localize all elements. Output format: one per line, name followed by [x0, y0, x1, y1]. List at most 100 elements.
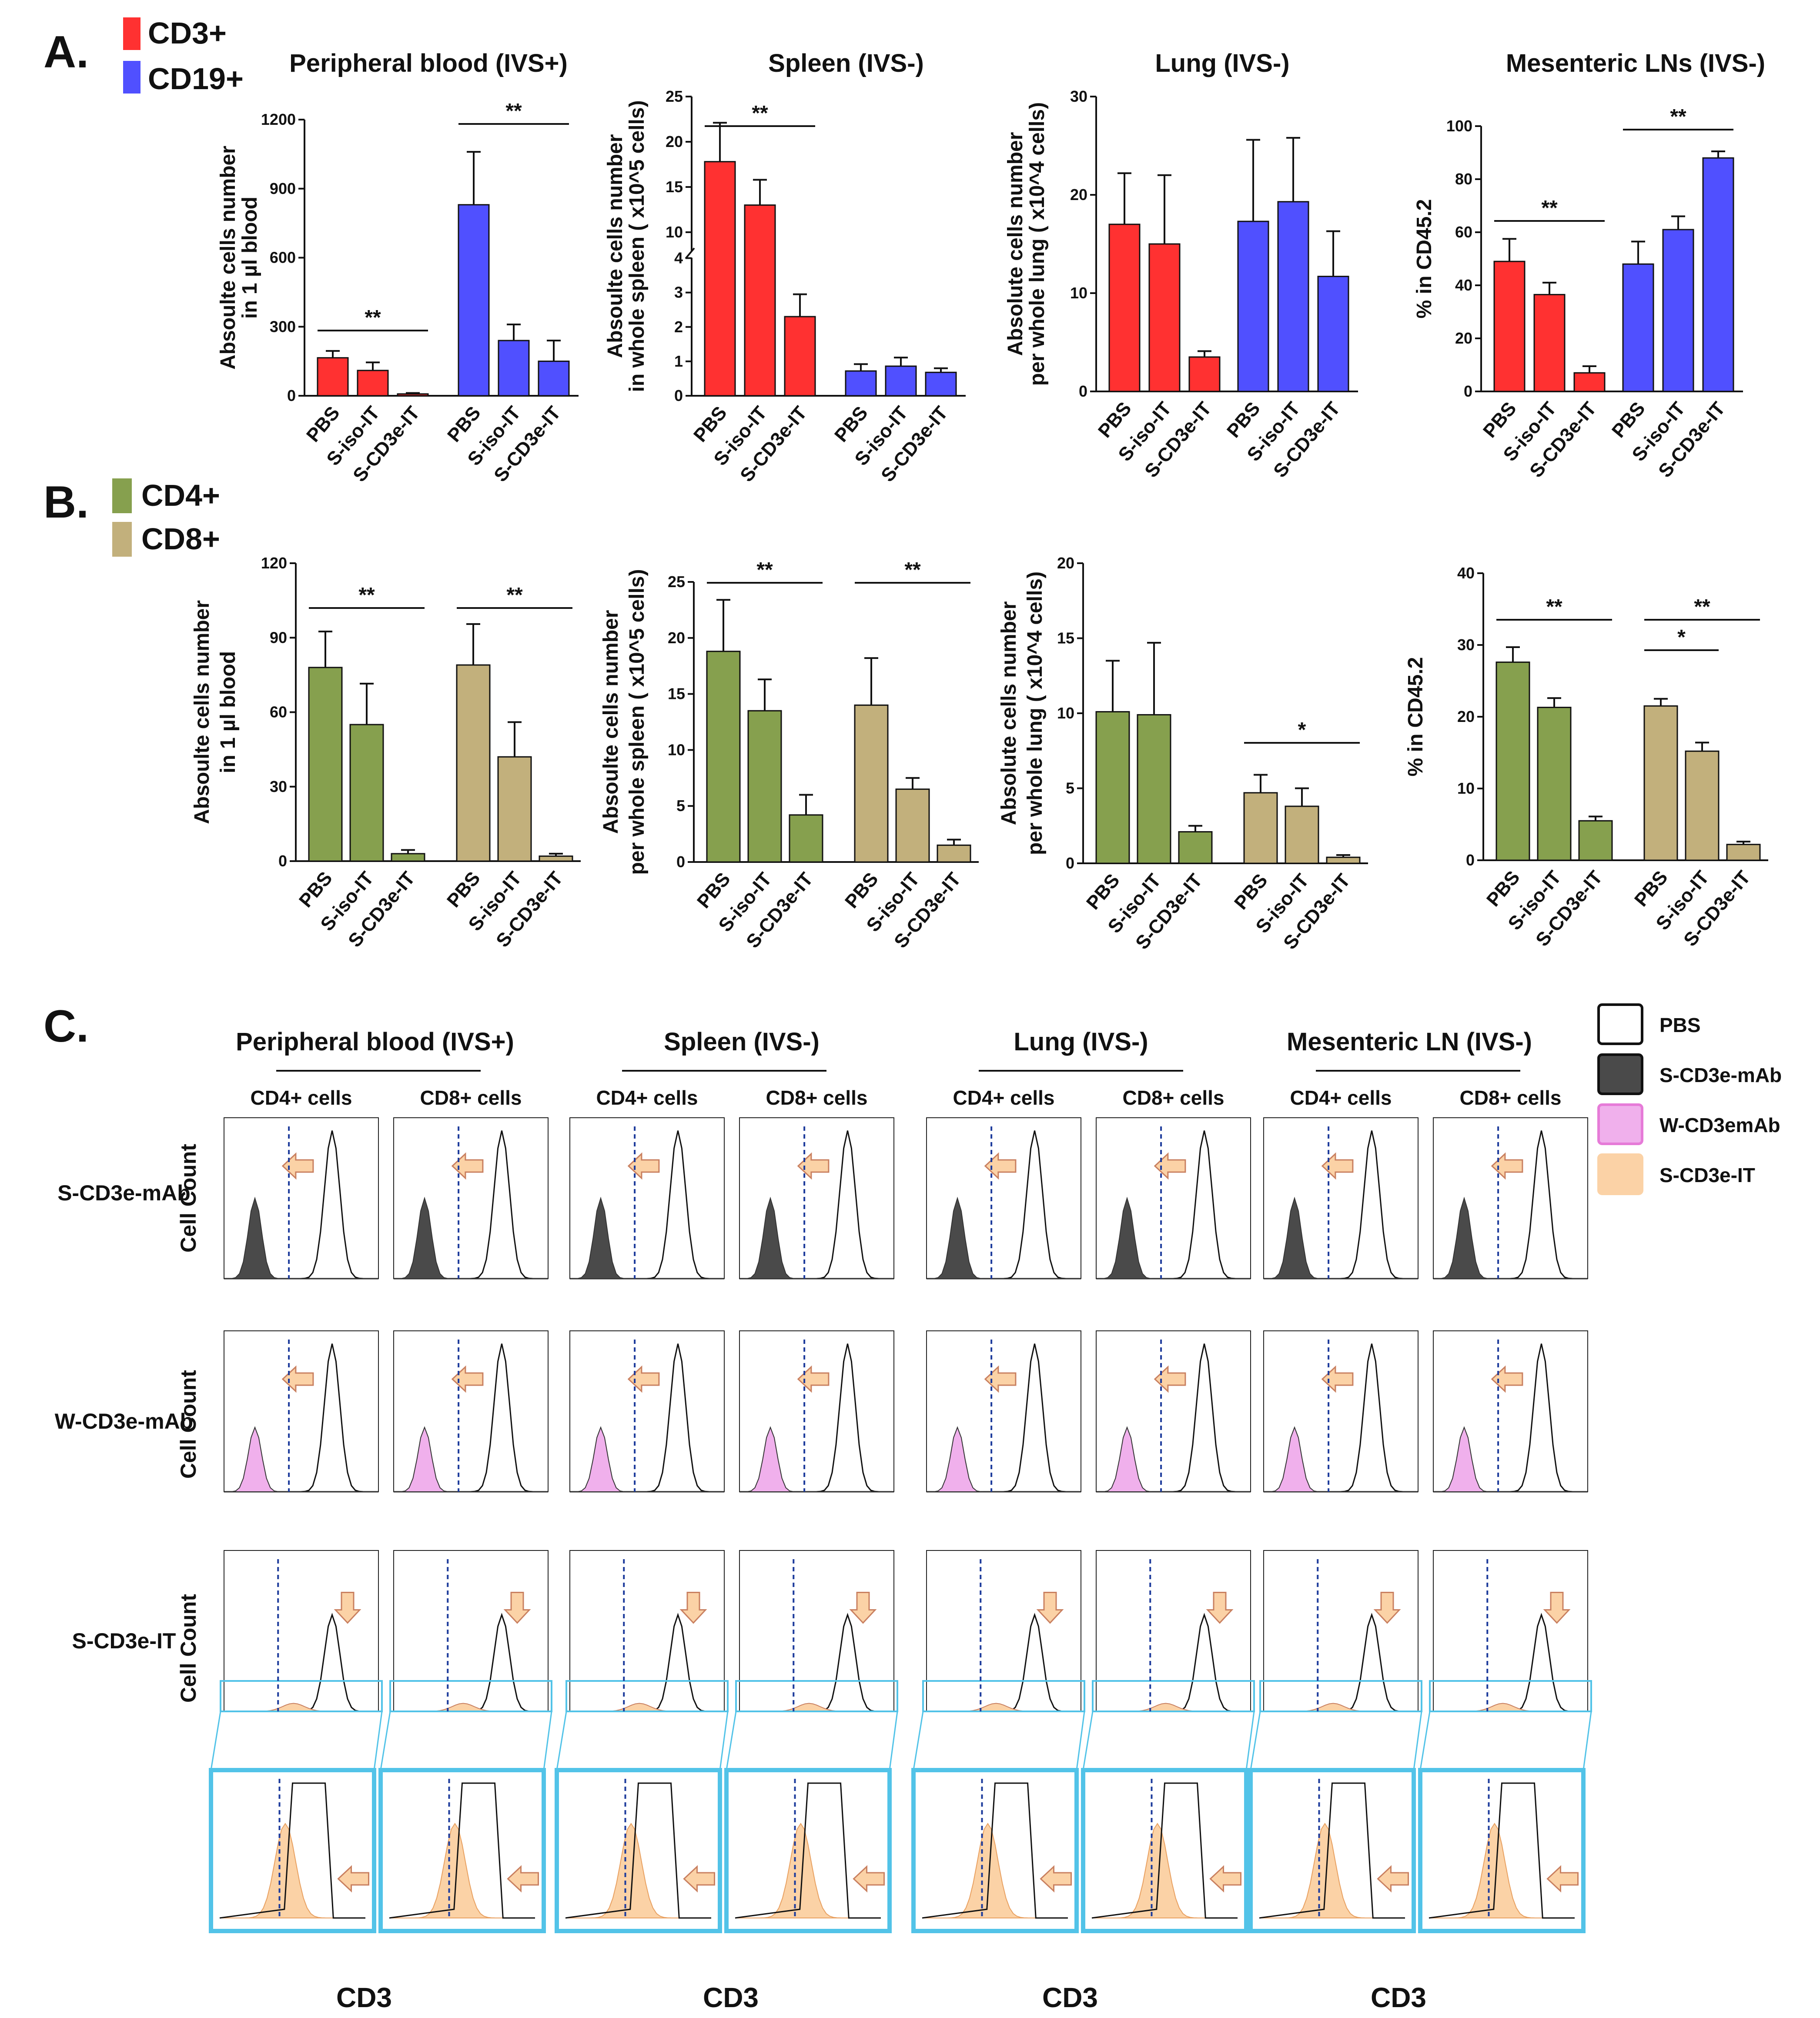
axis-break-mark [685, 247, 695, 259]
flow-legend-swatch [1597, 1153, 1643, 1195]
y-axis-label: Absoulte cells number [604, 134, 627, 358]
zoom-connector [719, 1711, 729, 1771]
bar-cd19 [1237, 221, 1269, 392]
y-tick-label: 10 [1457, 779, 1475, 797]
flow-subhead: CD8+ cells [766, 1086, 868, 1109]
bar-cd4 [1095, 711, 1130, 864]
flow-legend-swatch [1597, 1003, 1643, 1045]
zoom-connector [1245, 1711, 1255, 1771]
y-tick-label: 0 [676, 853, 685, 871]
y-tick-label: 25 [666, 87, 683, 105]
bar-cd19 [1662, 229, 1694, 392]
bar-cd3 [784, 316, 816, 397]
arrow-left-icon [1491, 1152, 1523, 1180]
arrow-left-icon [281, 1152, 314, 1180]
flow-histogram-frame [1433, 1330, 1588, 1492]
chart-lung-cd3-cd19: 0 10 20 30 Lung (IVS-) Absolute cells numberp… [1004, 49, 1358, 481]
arrow-down-icon [503, 1592, 531, 1624]
bar-cd4 [1495, 662, 1530, 861]
legend-swatch-cd8 [112, 522, 132, 557]
chart-title: Peripheral blood (IVS+) [289, 49, 568, 77]
y-tick-label: 600 [270, 249, 296, 267]
zoom-connector [1413, 1711, 1422, 1771]
bar-cd3 [357, 370, 389, 397]
pbs-histogram-zoom [735, 1782, 881, 1919]
zoom-source-box [1429, 1680, 1592, 1712]
significance-label: ** [365, 306, 381, 329]
y-axis-label: in 1 µl blood [217, 651, 240, 773]
arrow-left-icon [984, 1152, 1017, 1180]
bar-cd8 [1326, 856, 1361, 864]
bar-cd8 [539, 855, 573, 862]
y-tick-label: 20 [1455, 329, 1472, 347]
significance-label: * [1298, 718, 1306, 742]
significance-label: ** [1694, 595, 1710, 618]
significance-label: ** [752, 102, 768, 125]
bar-cd3 [744, 204, 776, 397]
bar-cd19 [1622, 263, 1654, 392]
arrow-left-icon [507, 1865, 539, 1893]
flow-histogram-frame [569, 1550, 725, 1712]
bar-cd3 [1493, 261, 1526, 392]
bar-cd19 [1702, 157, 1734, 392]
arrow-left-icon [451, 1152, 484, 1180]
arrow-down-icon [1543, 1592, 1571, 1624]
y-tick-label: 90 [270, 628, 287, 646]
legend-swatch-cd19 [123, 61, 141, 94]
wmab-histogram [1264, 1426, 1418, 1492]
y-tick-label: 0 [674, 387, 683, 404]
y-axis-label: Absoulte cells number [191, 600, 214, 824]
y-tick-label: 10 [668, 741, 685, 758]
significance-label: ** [904, 558, 921, 581]
flow-histogram-frame [926, 1550, 1081, 1712]
y-tick-label: 15 [668, 685, 685, 703]
significance-label: * [1677, 626, 1686, 649]
bar-cd3 [1188, 356, 1221, 392]
flow-x-label: CD3 [1042, 1982, 1098, 2013]
flow-group-title: Mesenteric LN (IVS-) [1287, 1028, 1532, 1056]
significance-label: ** [505, 100, 522, 123]
bar-cd4 [391, 853, 425, 862]
chart-lung-cd4-cd8: 0 5 10 15 20 Absolute cells number per whole l… [997, 554, 1368, 953]
bar-cd19 [925, 371, 957, 397]
bar-cd19 [1277, 201, 1309, 392]
y-axis-label: per whole lung ( x10^4 cells) [1024, 571, 1047, 855]
y-tick-label: 5 [676, 797, 685, 815]
legend-b: CD4+ CD8+ [112, 478, 220, 557]
arrow-left-icon [1321, 1152, 1354, 1180]
y-tick-label: 30 [1070, 87, 1087, 105]
significance-label: ** [506, 584, 523, 607]
y-tick-label: 4 [674, 249, 683, 267]
mab-histogram [739, 1196, 894, 1279]
flow-subhead: CD4+ cells [596, 1086, 698, 1109]
y-tick-label: 40 [1457, 564, 1475, 582]
significance-label: ** [1670, 105, 1686, 128]
arrow-left-icon [1040, 1865, 1072, 1893]
zoom-source-box [735, 1680, 898, 1712]
bar-cd3 [1148, 243, 1181, 392]
flow-histogram-frame [393, 1550, 549, 1712]
flow-histogram-frame [224, 1550, 379, 1712]
y-tick-label: 5 [1066, 779, 1074, 797]
flow-subhead: CD8+ cells [420, 1086, 522, 1109]
arrow-left-icon [337, 1865, 369, 1893]
flow-legend-label: S-CD3e-IT [1659, 1164, 1755, 1186]
y-tick-label: 10 [666, 223, 683, 241]
zoom-connector [1076, 1711, 1085, 1771]
y-axis-label: Absolute cells number [1004, 132, 1027, 356]
bar-cd3 [1533, 294, 1566, 392]
zoom-source-box [1092, 1680, 1255, 1712]
y-axis-label: per whole spleen ( x10^5 cells) [626, 569, 649, 875]
arrow-down-icon [849, 1592, 877, 1624]
bar-cd19 [1317, 276, 1349, 392]
arrow-left-icon [984, 1365, 1017, 1393]
zoom-source-box [565, 1680, 729, 1712]
y-tick-label: 10 [1070, 284, 1087, 302]
chart-spleen-cd3-cd19: 0 1 2 3 4 10 15 20 25 Spleen (IVS-) Absoulte cells… [604, 49, 966, 486]
flow-y-label: Cell Count [176, 1594, 201, 1703]
y-tick-label: 0 [1466, 851, 1475, 869]
significance-label: ** [358, 584, 375, 607]
flow-subhead: CD8+ cells [1460, 1086, 1562, 1109]
zoom-source-box [1259, 1680, 1422, 1712]
